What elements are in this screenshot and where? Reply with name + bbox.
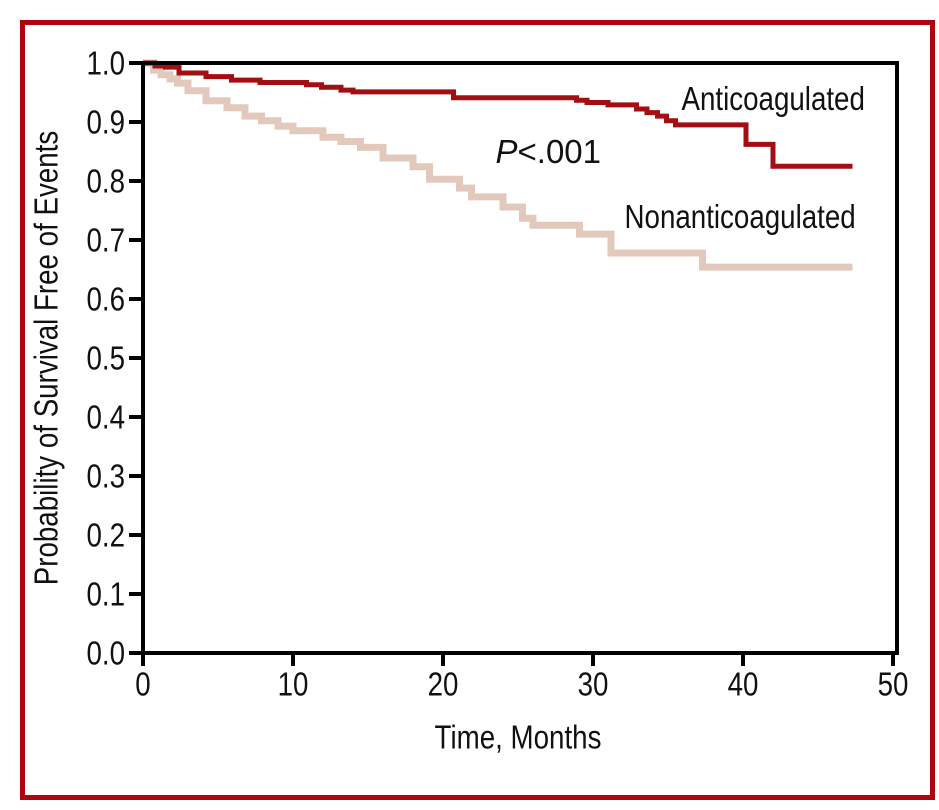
y-tick-label: 1.0 — [87, 45, 126, 82]
x-tick-label: 50 — [878, 666, 909, 703]
y-tick-label: 0.7 — [87, 222, 126, 259]
x-axis-title: Time, Months — [435, 719, 602, 756]
y-tick-label: 0.8 — [87, 163, 126, 200]
x-axis-ticks — [141, 653, 895, 666]
y-tick-label: 0.3 — [87, 458, 126, 495]
y-axis-tick-labels: 0.0 0.1 0.2 0.3 0.4 0.5 0.6 0.7 0.8 0.9 1.0 — [87, 45, 126, 672]
p-value-prefix: P — [496, 132, 518, 169]
y-axis-ticks — [129, 61, 143, 655]
y-tick-label: 0.0 — [87, 635, 126, 672]
x-tick-label: 0 — [135, 666, 150, 703]
x-tick-label: 10 — [278, 666, 309, 703]
x-tick-label: 30 — [578, 666, 609, 703]
x-tick-label: 40 — [728, 666, 759, 703]
y-tick-label: 0.4 — [87, 399, 126, 436]
y-tick-label: 0.1 — [87, 576, 126, 613]
survival-curve-anticoagulated — [143, 60, 853, 169]
figure-border — [20, 20, 935, 800]
plot-frame — [141, 61, 899, 655]
p-value-annotation: P<.001 — [496, 132, 602, 169]
y-tick-label: 0.5 — [87, 340, 126, 377]
y-tick-label: 0.6 — [87, 281, 126, 318]
series-label-nonanticoagulated: Nonanticoagulated — [625, 198, 856, 235]
y-tick-label: 0.9 — [87, 104, 126, 141]
x-tick-label: 20 — [428, 666, 459, 703]
survival-curve-nonanticoagulated — [143, 59, 853, 271]
survival-curves — [143, 59, 853, 271]
p-value-rest: <.001 — [518, 132, 602, 169]
x-axis-tick-labels: 0 10 20 30 40 50 — [135, 666, 908, 703]
y-axis-title: Probability of Survival Free of Events — [28, 131, 65, 586]
series-label-anticoagulated: Anticoagulated — [682, 80, 865, 117]
y-tick-label: 0.2 — [87, 517, 126, 554]
